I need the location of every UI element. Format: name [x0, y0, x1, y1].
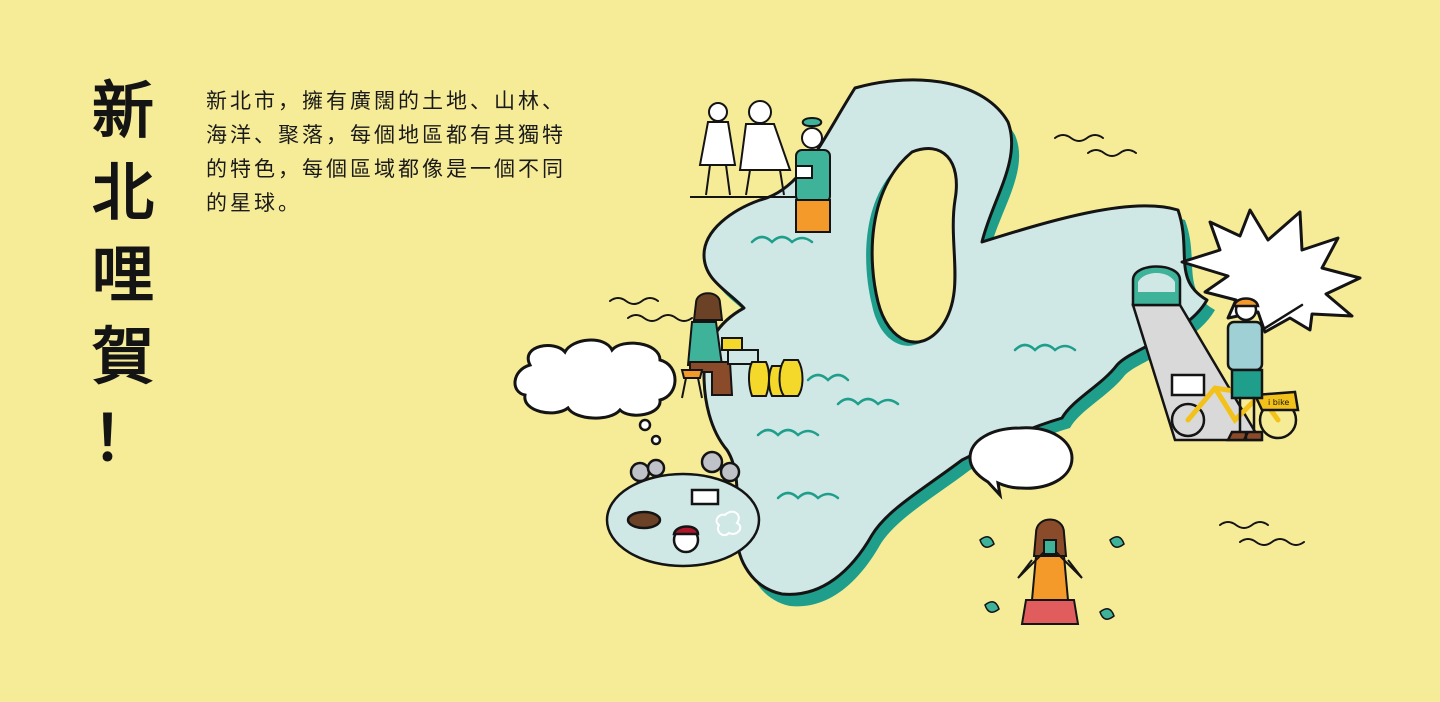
thought-bubble-left	[513, 338, 677, 446]
title-char-3: 哩	[91, 238, 154, 311]
cyclist-illustration: i bike	[1170, 297, 1304, 442]
potter-illustration	[680, 292, 804, 399]
title-char-1: 新	[91, 74, 154, 147]
hot-spring-illustration	[605, 450, 761, 568]
tourists-illustration	[690, 100, 831, 233]
map-inner-area	[870, 147, 958, 344]
title-char-2: 北	[91, 156, 154, 229]
page-title: 新 北 哩 賀 ！	[78, 70, 168, 480]
leaves-decoration	[979, 536, 1125, 620]
sea-wave-lines	[609, 134, 1305, 546]
bike-logo-text: i bike	[1268, 398, 1289, 407]
starburst-bubble-right	[1180, 208, 1362, 334]
map-wave-marks	[750, 235, 1077, 500]
title-char-4: 賀	[91, 320, 154, 393]
tea-woman-illustration	[1017, 518, 1083, 625]
intro-paragraph: 新北市，擁有廣闊的土地、山林、海洋、聚落，每個地區都有其獨特的特色，每個區域都像…	[206, 89, 566, 215]
speech-bubble-center	[968, 426, 1074, 500]
title-char-5: ！	[91, 402, 154, 475]
